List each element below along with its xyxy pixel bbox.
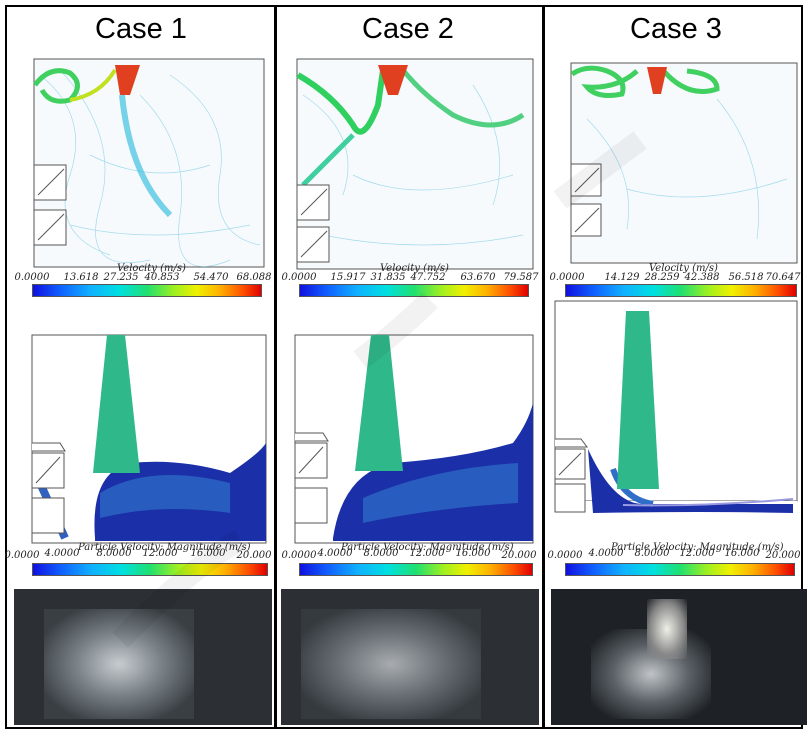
- colorbar-tick: 27.235: [103, 272, 139, 283]
- colorbar-tick: 15.917: [330, 272, 366, 283]
- colorbar-tick: 20.000: [501, 550, 537, 561]
- colorbar-tick: 16.000: [190, 548, 226, 559]
- colorbar-tick: 0.0000: [281, 272, 317, 283]
- colorbar-gradient: [32, 563, 268, 576]
- colorbar-tick: 28.259: [644, 272, 680, 283]
- colorbar-gradient: [565, 284, 797, 297]
- colorbar-tick: 12.000: [409, 548, 445, 559]
- colorbar-gradient: [299, 284, 529, 297]
- case-title: Case 2: [362, 13, 454, 45]
- particle-velocity-plot: [554, 300, 798, 513]
- colorbar-title: Particle Velocity: Magnitude (m/s): [78, 542, 251, 553]
- colorbar-title: Particle Velocity: Magnitude (m/s): [611, 542, 784, 553]
- colorbar-tick: 4.0000: [317, 548, 353, 559]
- colorbar-tick: 13.618: [63, 272, 99, 283]
- colorbar-tick: 8.0000: [96, 548, 132, 559]
- colorbar-tick: 0.0000: [4, 550, 40, 561]
- colorbar-tick: 20.000: [765, 550, 801, 561]
- photo-light: [44, 609, 194, 719]
- colorbar-tick: 0.0000: [549, 272, 585, 283]
- colorbar-tick: 0.0000: [547, 550, 583, 561]
- colorbar-tick: 4.0000: [588, 548, 624, 559]
- colorbar-tick: 20.000: [236, 550, 272, 561]
- colorbar-tick: 0.0000: [281, 550, 317, 561]
- colorbar-tick: 63.670: [460, 272, 496, 283]
- colorbar-tick: 12.000: [679, 548, 715, 559]
- colorbar-tick: 40.853: [144, 272, 180, 283]
- particle-velocity-plot: [31, 334, 267, 544]
- camera-photo: [281, 589, 539, 725]
- colorbar-tick: 16.000: [724, 548, 760, 559]
- case-column-1: Case 1 Velocity (m/s) 0.0000 13.618 27.2…: [5, 7, 272, 727]
- colorbar-title: Velocity (m/s): [117, 263, 186, 274]
- colorbar-tick: 8.0000: [634, 548, 670, 559]
- colorbar-tick: 54.470: [193, 272, 229, 283]
- colorbar-tick: 14.129: [604, 272, 640, 283]
- colorbar-tick: 4.0000: [44, 548, 80, 559]
- particle-velocity-plot: [294, 334, 534, 544]
- colorbar-tick: 12.000: [142, 548, 178, 559]
- colorbar-gradient: [32, 284, 262, 297]
- camera-photo: [14, 589, 272, 725]
- colorbar-gradient: [565, 563, 795, 576]
- colorbar-tick: 79.587: [503, 272, 539, 283]
- colorbar-tick: 70.647: [765, 272, 801, 283]
- colorbar-tick: 47.752: [410, 272, 446, 283]
- column-divider: [542, 5, 545, 729]
- colorbar-tick: 0.0000: [14, 272, 50, 283]
- colorbar-title: Particle Velocity: Magnitude (m/s): [341, 542, 514, 553]
- case-title: Case 1: [95, 13, 187, 45]
- camera-photo: [551, 589, 807, 725]
- photo-highlight: [647, 599, 687, 659]
- colorbar-title: Velocity (m/s): [649, 263, 718, 274]
- case-column-3: Case 3 Velocity (m/s) 0.0000 14.129 28.2…: [545, 7, 807, 727]
- case-column-2: Case 2 Velocity (m/s) 0.0000 15.917 31.8…: [277, 7, 539, 727]
- colorbar-gradient: [299, 563, 533, 576]
- colorbar-tick: 8.0000: [363, 548, 399, 559]
- velocity-vector-plot: [33, 58, 265, 268]
- colorbar-tick: 56.518: [728, 272, 764, 283]
- velocity-vector-plot: [296, 58, 534, 270]
- photo-light: [301, 609, 481, 719]
- colorbar-title: Velocity (m/s): [380, 263, 449, 274]
- case-title: Case 3: [630, 13, 722, 45]
- velocity-vector-plot: [570, 62, 798, 264]
- colorbar-tick: 31.835: [370, 272, 406, 283]
- colorbar-tick: 42.388: [684, 272, 720, 283]
- colorbar-tick: 68.088: [236, 272, 272, 283]
- column-divider: [274, 5, 277, 729]
- colorbar-tick: 16.000: [455, 548, 491, 559]
- figure-frame: [5, 5, 803, 729]
